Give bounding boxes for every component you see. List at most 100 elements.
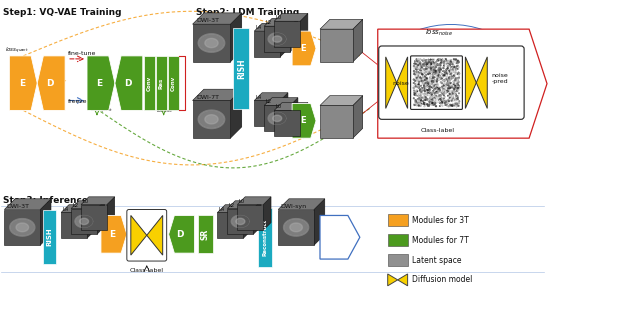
- Point: [437, 58, 447, 63]
- Point: [452, 82, 463, 87]
- Point: [412, 97, 422, 102]
- Point: [429, 70, 440, 75]
- Point: [429, 99, 440, 104]
- Point: [429, 66, 440, 71]
- Point: [431, 90, 442, 95]
- Point: [419, 94, 429, 99]
- Point: [419, 63, 429, 68]
- Polygon shape: [278, 199, 324, 210]
- Point: [435, 76, 445, 81]
- Point: [426, 61, 436, 66]
- Point: [416, 64, 426, 69]
- Point: [442, 83, 452, 88]
- Point: [423, 71, 433, 76]
- Point: [448, 68, 458, 73]
- Point: [441, 76, 451, 81]
- Point: [445, 72, 455, 77]
- Point: [446, 59, 456, 64]
- Point: [443, 59, 453, 64]
- Point: [411, 83, 421, 88]
- Point: [413, 78, 423, 83]
- Point: [445, 82, 455, 87]
- Point: [434, 67, 444, 72]
- Point: [450, 60, 460, 65]
- Point: [434, 57, 444, 62]
- Point: [445, 71, 456, 76]
- Point: [452, 87, 463, 92]
- Point: [423, 72, 433, 77]
- Point: [433, 58, 443, 63]
- Point: [409, 68, 419, 73]
- FancyBboxPatch shape: [379, 46, 524, 119]
- Point: [418, 102, 428, 107]
- Point: [422, 91, 433, 95]
- Point: [451, 65, 461, 70]
- Point: [413, 76, 424, 81]
- Point: [429, 82, 440, 87]
- Text: noise
-pred: noise -pred: [492, 73, 508, 84]
- Point: [448, 62, 458, 67]
- Point: [417, 71, 427, 76]
- Point: [420, 102, 430, 107]
- Point: [433, 65, 444, 70]
- Polygon shape: [101, 216, 127, 253]
- Point: [431, 98, 441, 103]
- Point: [408, 86, 419, 91]
- Point: [433, 89, 444, 94]
- Point: [437, 99, 447, 104]
- Point: [418, 68, 428, 73]
- Point: [418, 58, 428, 63]
- Point: [445, 85, 455, 90]
- Point: [428, 62, 438, 67]
- Point: [424, 77, 434, 81]
- Point: [426, 58, 436, 63]
- Point: [423, 61, 433, 66]
- Point: [444, 104, 454, 109]
- Point: [445, 59, 456, 64]
- Text: Diffusion model: Diffusion model: [412, 275, 472, 284]
- Point: [410, 70, 420, 75]
- Point: [434, 72, 444, 77]
- Point: [451, 75, 461, 80]
- Point: [454, 99, 465, 104]
- Point: [447, 85, 457, 90]
- Point: [444, 76, 454, 81]
- Point: [454, 65, 464, 70]
- Point: [449, 101, 460, 106]
- Point: [445, 98, 455, 103]
- Point: [429, 102, 440, 107]
- Point: [421, 68, 431, 73]
- Point: [421, 95, 431, 100]
- Point: [435, 73, 445, 78]
- FancyBboxPatch shape: [388, 254, 408, 266]
- Point: [436, 80, 446, 85]
- Point: [450, 92, 460, 97]
- Point: [452, 79, 463, 84]
- Point: [428, 62, 438, 67]
- FancyBboxPatch shape: [254, 100, 280, 126]
- Point: [440, 97, 451, 102]
- Point: [414, 96, 424, 101]
- Point: [451, 61, 461, 66]
- FancyBboxPatch shape: [264, 26, 290, 52]
- Polygon shape: [280, 23, 288, 57]
- Point: [452, 101, 462, 106]
- Point: [410, 89, 420, 94]
- Point: [423, 62, 433, 67]
- Point: [451, 78, 461, 83]
- Point: [415, 88, 425, 93]
- Point: [426, 81, 436, 86]
- Point: [410, 78, 420, 83]
- Point: [417, 58, 428, 63]
- Point: [442, 102, 452, 107]
- Text: L2: L2: [265, 100, 271, 104]
- Polygon shape: [353, 96, 363, 138]
- Point: [438, 59, 448, 64]
- Text: E: E: [97, 79, 102, 88]
- Point: [444, 64, 454, 69]
- Point: [451, 76, 461, 81]
- Point: [430, 71, 440, 76]
- Point: [443, 65, 453, 70]
- Point: [433, 75, 443, 80]
- Point: [435, 85, 445, 90]
